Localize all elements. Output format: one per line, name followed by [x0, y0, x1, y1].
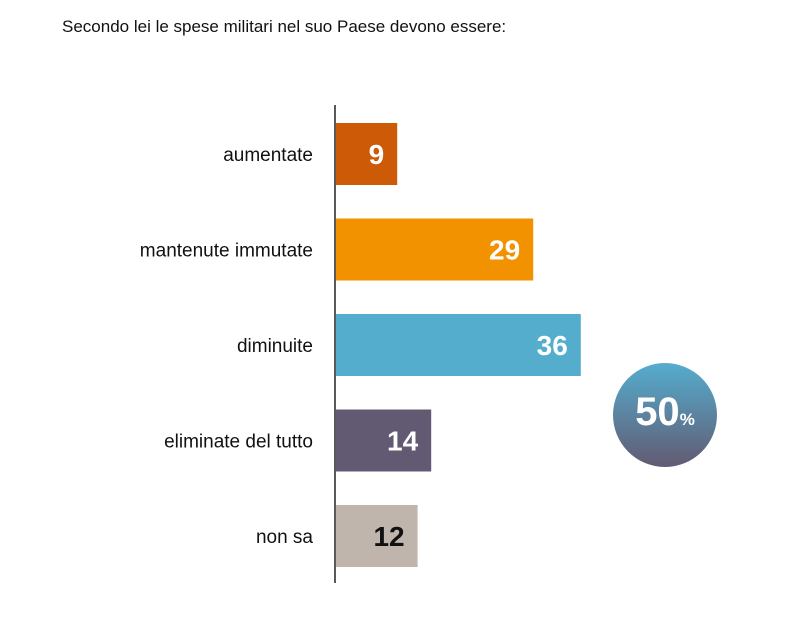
summary-circle-label: 50% — [613, 390, 717, 435]
summary-value: 50 — [635, 390, 680, 434]
value-label: 29 — [489, 235, 520, 266]
category-label: non sa — [256, 527, 313, 548]
chart-title: Secondo lei le spese militari nel suo Pa… — [62, 17, 507, 36]
value-label: 36 — [537, 330, 568, 361]
summary-unit: % — [679, 410, 695, 429]
category-label: diminuite — [237, 336, 313, 357]
bar-3 — [336, 409, 432, 472]
category-label: eliminate del tutto — [164, 432, 313, 453]
bar-1 — [336, 218, 534, 281]
category-label: mantenute immutate — [140, 241, 313, 262]
bar-4 — [336, 505, 418, 567]
value-label: 14 — [387, 426, 419, 457]
category-label: aumentate — [223, 145, 313, 166]
value-label: 9 — [369, 139, 385, 170]
value-label: 12 — [373, 521, 404, 552]
bar-2 — [336, 314, 581, 376]
summary-circle — [613, 363, 717, 467]
bar-0 — [336, 123, 398, 185]
